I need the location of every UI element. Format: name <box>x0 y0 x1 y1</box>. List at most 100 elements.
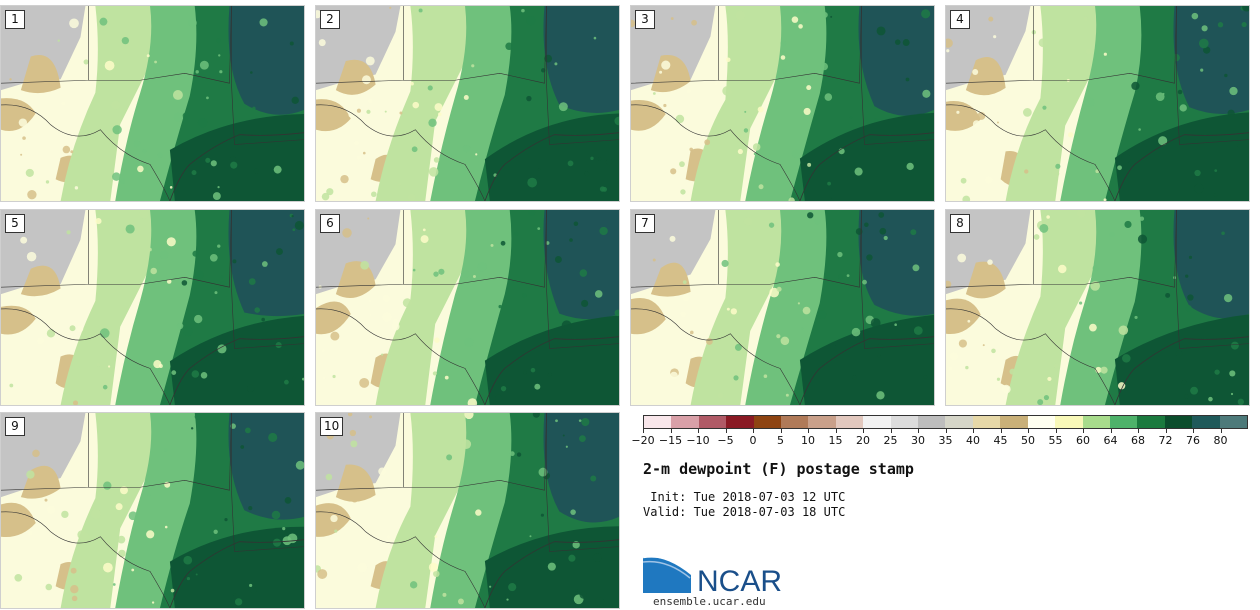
colorbar-tick-label: 15 <box>828 434 843 447</box>
colorbar-tick <box>670 429 672 433</box>
member-label: 7 <box>635 214 655 233</box>
colorbar-swatch <box>1164 416 1193 428</box>
dewpoint-map <box>1 210 304 405</box>
colorbar-tick-label: 64 <box>1103 434 1118 447</box>
colorbar-tick-label: −15 <box>658 434 683 447</box>
colorbar-swatch <box>1027 416 1056 428</box>
colorbar-tick <box>698 429 699 433</box>
colorbar-swatch <box>726 416 754 428</box>
stamp-panel-3: 3 <box>630 5 935 202</box>
valid-time: Valid: Tue 2018-07-03 18 UTC <box>643 505 846 519</box>
colorbar-tick <box>1110 429 1112 433</box>
colorbar-tick <box>890 429 892 433</box>
stamp-panel-2: 2 <box>315 5 620 202</box>
member-label: 9 <box>5 417 25 436</box>
stamp-panel-7: 7 <box>630 209 935 406</box>
colorbar: −20 −15 −10 −5 0 5 10 15 20 25 30 35 40 45 50 55 60 64 68 7… <box>631 415 1248 451</box>
product-title: 2-m dewpoint (F) postage stamp <box>643 460 914 478</box>
colorbar-ticks: −20 −15 −10 −5 0 5 10 15 20 25 30 35 40 45 50 55 60 64 68 7… <box>631 429 1248 449</box>
ncar-logo: NCAR <box>643 555 782 593</box>
colorbar-tick <box>725 429 727 433</box>
colorbar-swatch <box>835 416 864 428</box>
colorbar-swatch <box>1000 416 1028 428</box>
stamp-panel-5: 5 <box>0 209 305 406</box>
colorbar-swatch <box>1082 416 1110 428</box>
colorbar-swatch <box>1109 416 1138 428</box>
colorbar-tick-label: 20 <box>856 434 870 447</box>
colorbar-tick <box>973 429 974 433</box>
colorbar-swatch <box>1192 416 1220 428</box>
dewpoint-map <box>316 210 619 405</box>
colorbar-tick-label: 72 <box>1158 434 1173 447</box>
colorbar-tick <box>835 429 837 433</box>
colorbar-tick <box>1028 429 1029 433</box>
colorbar-swatch <box>972 416 1001 428</box>
colorbar-tick-label: 45 <box>993 434 1008 447</box>
colorbar-tick <box>1138 429 1139 433</box>
colorbar-swatch <box>753 416 782 428</box>
stamp-panel-4: 4 <box>945 5 1250 202</box>
colorbar-tick-label: 5 <box>777 434 784 447</box>
colorbar-tick <box>863 429 864 433</box>
colorbar-tick-label: −10 <box>686 434 710 447</box>
colorbar-tick <box>1000 429 1002 433</box>
colorbar-tick <box>945 429 947 433</box>
colorbar-swatch <box>671 416 699 428</box>
colorbar-tick <box>1165 429 1167 433</box>
colorbar-swatch <box>1219 416 1247 428</box>
dewpoint-map <box>946 210 1249 405</box>
site-url: ensemble.ucar.edu <box>653 595 766 608</box>
dewpoint-map <box>631 210 934 405</box>
colorbar-swatch <box>890 416 919 428</box>
colorbar-swatch <box>945 416 973 428</box>
member-label: 6 <box>320 214 340 233</box>
member-label: 2 <box>320 10 340 29</box>
logo-wordmark: NCAR <box>697 565 782 593</box>
colorbar-tick-label: 50 <box>1021 434 1035 447</box>
dewpoint-map <box>316 6 619 201</box>
member-label: 8 <box>950 214 970 233</box>
colorbar-tick-label: 35 <box>938 434 953 447</box>
colorbar-swatch <box>781 416 809 428</box>
member-label: 10 <box>320 417 344 436</box>
colorbar-tick-label: 0 <box>749 434 757 447</box>
init-time: Init: Tue 2018-07-03 12 UTC <box>643 490 846 504</box>
colorbar-tick <box>1083 429 1084 433</box>
colorbar-tick-label: 55 <box>1048 434 1063 447</box>
colorbar-tick-label: −20 <box>631 434 655 447</box>
colorbar-tick-label: 10 <box>801 434 815 447</box>
colorbar-swatch <box>1137 416 1165 428</box>
colorbar-tick-label: 80 <box>1213 434 1228 447</box>
member-label: 5 <box>5 214 25 233</box>
dewpoint-map <box>316 413 619 608</box>
colorbar-tick <box>808 429 809 433</box>
member-label: 3 <box>635 10 655 29</box>
stamp-panel-9: 9 <box>0 412 305 609</box>
dewpoint-map <box>631 6 934 201</box>
colorbar-swatch <box>863 416 891 428</box>
colorbar-swatch <box>698 416 727 428</box>
dewpoint-map <box>946 6 1249 201</box>
colorbar-tick-label: −5 <box>717 434 734 447</box>
colorbar-swatch <box>644 416 672 428</box>
colorbar-tick-label: 68 <box>1131 434 1145 447</box>
colorbar-tick-label: 60 <box>1076 434 1090 447</box>
colorbar-tick <box>918 429 919 433</box>
colorbar-tick <box>753 429 754 433</box>
colorbar-tick <box>1220 429 1222 433</box>
member-label: 4 <box>950 10 970 29</box>
stamp-panel-10: 10 <box>315 412 620 609</box>
dewpoint-map <box>1 413 304 608</box>
stamp-panel-8: 8 <box>945 209 1250 406</box>
colorbar-swatch <box>808 416 836 428</box>
stamp-panel-6: 6 <box>315 209 620 406</box>
colorbar-tick-label: 40 <box>966 434 980 447</box>
dewpoint-map <box>1 6 304 201</box>
colorbar-tick-label: 25 <box>883 434 898 447</box>
colorbar-swatch <box>1055 416 1083 428</box>
colorbar-tick-label: 76 <box>1186 434 1200 447</box>
colorbar-tick <box>643 429 644 433</box>
stamp-panel-1: 1 <box>0 5 305 202</box>
colorbar-tick <box>1193 429 1194 433</box>
colorbar-swatches <box>643 415 1248 429</box>
